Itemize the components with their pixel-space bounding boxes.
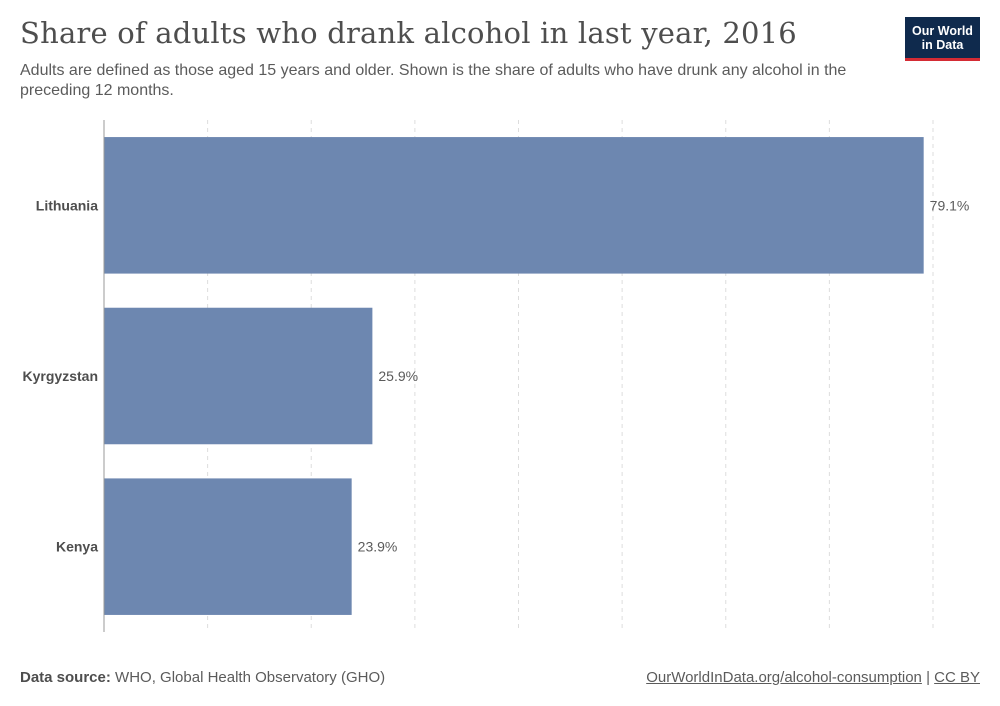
value-label: 25.9%: [378, 368, 418, 384]
license-link[interactable]: CC BY: [934, 669, 980, 686]
logo-line-1: Our World: [912, 23, 973, 38]
bar: [104, 478, 352, 615]
owid-logo[interactable]: Our World in Data: [905, 17, 980, 61]
footer-links: OurWorldInData.org/alcohol-consumption |…: [646, 669, 980, 686]
bar: [104, 307, 373, 445]
category-label: Kyrgyzstan: [23, 368, 98, 384]
footer-separator: |: [926, 669, 930, 686]
logo-line-2: in Data: [921, 37, 964, 52]
bar-chart: Lithuania 79.1% Kyrgyzstan 25.9% Kenya 23.9%: [23, 120, 970, 632]
source-link[interactable]: OurWorldInData.org/alcohol-consumption: [646, 669, 922, 686]
data-source: Data source: WHO, Global Health Observat…: [20, 669, 385, 686]
category-label: Kenya: [56, 539, 98, 555]
category-label: Lithuania: [36, 197, 98, 213]
data-source-label: Data source:: [20, 669, 111, 686]
value-label: 79.1%: [930, 197, 970, 213]
data-source-text: WHO, Global Health Observatory (GHO): [115, 669, 386, 686]
bar: [104, 137, 924, 274]
value-label: 23.9%: [358, 539, 398, 555]
chart-subtitle: Adults are defined as those aged 15 year…: [20, 62, 847, 99]
chart-title: Share of adults who drank alcohol in las…: [20, 16, 797, 50]
